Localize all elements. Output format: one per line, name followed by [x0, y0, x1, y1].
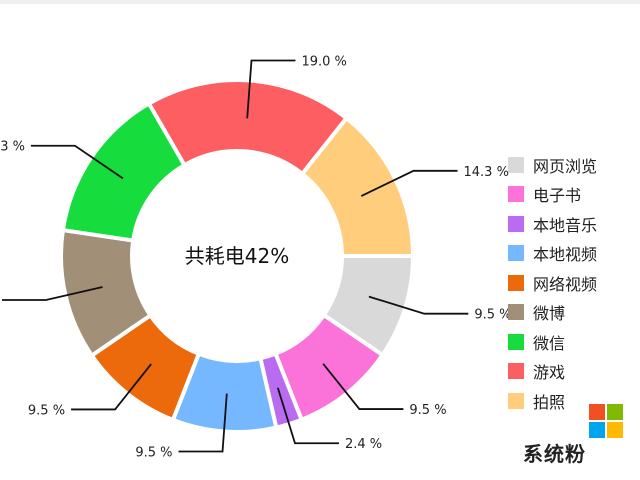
- slices-group: [59, 78, 416, 434]
- legend-item-7: 微信: [508, 327, 597, 357]
- legend-label: 本地视频: [533, 245, 598, 265]
- legend-label: 网页浏览: [533, 156, 598, 176]
- legend-item-5: 网络视频: [508, 268, 597, 298]
- legend: 网页浏览电子书本地音乐本地视频网络视频微博微信游戏拍照: [508, 150, 597, 416]
- value-label-1: 9.5 %: [474, 308, 511, 323]
- legend-swatch: [508, 333, 524, 350]
- legend-label: 网络视频: [533, 274, 598, 294]
- legend-label: 微信: [533, 333, 566, 353]
- legend-label: 电子书: [533, 186, 582, 206]
- leader-line-3: [276, 387, 339, 445]
- legend-item-3: 本地音乐: [508, 209, 597, 239]
- legend-item-2: 电子书: [508, 180, 597, 210]
- leader-line-5: [71, 363, 152, 411]
- leader-line-9: [360, 169, 458, 197]
- top-divider: [0, 0, 640, 4]
- legend-swatch: [508, 304, 524, 321]
- value-label-8: 19.0 %: [301, 55, 346, 70]
- value-label-4: 9.5 %: [135, 445, 172, 460]
- value-label-5: 9.5 %: [28, 403, 65, 418]
- windows-logo-icon: [589, 404, 623, 438]
- slice-8: [146, 78, 350, 177]
- legend-swatch: [508, 215, 524, 232]
- legend-swatch: [508, 392, 524, 409]
- value-label-2: 9.5 %: [409, 403, 446, 418]
- legend-label: 微博: [533, 304, 566, 324]
- center-label: 共耗电42%: [185, 244, 289, 268]
- legend-swatch: [508, 245, 524, 262]
- logo-quadrant-4: [607, 422, 623, 438]
- leader-line-8: [246, 59, 296, 119]
- value-label-9: 14.3 %: [464, 165, 509, 180]
- logo-quadrant-1: [589, 404, 605, 420]
- legend-label: 游戏: [533, 363, 566, 383]
- watermark: 系统粉: [519, 404, 635, 468]
- leader-line-4: [178, 393, 228, 453]
- leader-line-2: [322, 363, 404, 410]
- legend-label: 本地音乐: [533, 215, 598, 235]
- legend-label: 拍照: [533, 392, 566, 412]
- legend-item-9: 拍照: [508, 386, 597, 416]
- logo-quadrant-3: [589, 422, 605, 438]
- legend-swatch: [508, 274, 524, 291]
- value-label-3: 2.4 %: [345, 437, 382, 452]
- legend-swatch: [508, 186, 524, 203]
- logo-quadrant-2: [607, 404, 623, 420]
- legend-swatch: [508, 363, 524, 380]
- legend-item-1: 网页浏览: [508, 150, 597, 180]
- slice-9: [299, 115, 416, 258]
- legend-item-8: 游戏: [508, 357, 597, 387]
- leader-line-7: [30, 144, 124, 180]
- leader-lines-group: [2, 59, 469, 453]
- value-label-7: 14.3 %: [0, 140, 25, 155]
- leader-line-1: [368, 295, 469, 315]
- legend-item-4: 本地视频: [508, 239, 597, 269]
- legend-item-6: 微博: [508, 298, 597, 328]
- value-labels-group: 9.5 %9.5 %2.4 %9.5 %9.5 %11.9 %14.3 %19.…: [0, 55, 511, 461]
- legend-swatch: [508, 156, 524, 173]
- watermark-name: 系统粉: [523, 442, 586, 466]
- leader-line-6: [2, 286, 103, 301]
